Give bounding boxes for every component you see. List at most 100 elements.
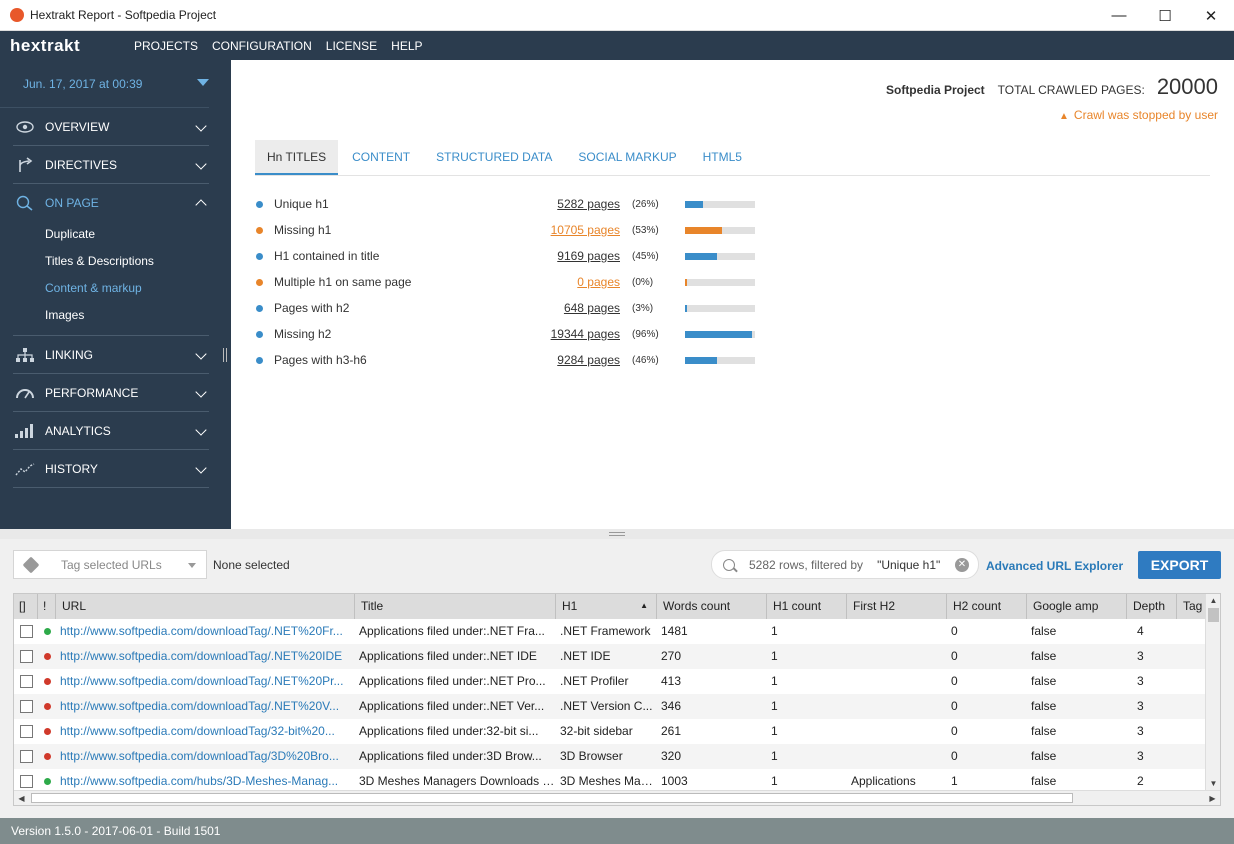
sidebar-item-images[interactable]: Images <box>45 308 85 322</box>
column-header[interactable]: H1 ▲ <box>556 594 657 619</box>
nav-history[interactable]: HISTORY <box>13 450 209 487</box>
column-header[interactable]: URL <box>56 594 355 619</box>
scroll-up-icon[interactable]: ▲ <box>1209 596 1218 605</box>
filter-search-box[interactable]: 5282 rows, filtered by "Unique h1" ✕ <box>711 550 979 579</box>
url-cell[interactable]: http://www.softpedia.com/downloadTag/.NE… <box>60 649 343 663</box>
column-header[interactable]: Title <box>355 594 556 619</box>
menu-license[interactable]: LICENSE <box>325 38 378 53</box>
menu-configuration[interactable]: CONFIGURATION <box>212 38 312 53</box>
first-h2-cell <box>847 744 947 769</box>
nav-linking[interactable]: LINKING <box>13 336 209 373</box>
row-checkbox[interactable] <box>19 725 33 738</box>
tag-select-dropdown[interactable]: Tag selected URLs <box>13 550 207 579</box>
nav-section-analytics: ANALYTICS <box>13 412 209 450</box>
table-row[interactable]: http://www.softpedia.com/downloadTag/.NE… <box>14 644 1206 669</box>
panel-resize-handle[interactable] <box>0 529 1234 539</box>
url-cell[interactable]: http://www.softpedia.com/downloadTag/.NE… <box>60 699 340 713</box>
sidebar-resize-handle[interactable] <box>223 348 227 362</box>
scroll-left-icon[interactable]: ◀ <box>18 794 25 803</box>
close-button[interactable]: ✕ <box>1204 7 1218 25</box>
sidebar-item-duplicate[interactable]: Duplicate <box>45 227 96 241</box>
main-panel: Softpedia Project TOTAL CRAWLED PAGES: 2… <box>231 60 1234 529</box>
nav-directives[interactable]: DIRECTIVES <box>13 146 209 183</box>
stat-pages-link[interactable]: 19344 pages <box>550 327 620 341</box>
scroll-down-icon[interactable]: ▼ <box>1209 779 1218 788</box>
sidebar-item-content-markup[interactable]: Content & markup <box>45 281 142 295</box>
url-cell[interactable]: http://www.softpedia.com/downloadTag/.NE… <box>60 674 344 688</box>
stat-pages-link[interactable]: 9284 pages <box>557 353 620 367</box>
nav-linking-label: LINKING <box>45 347 94 362</box>
column-header[interactable]: [] <box>14 594 38 619</box>
tab-content[interactable]: CONTENT <box>352 150 411 164</box>
table-row[interactable]: http://www.softpedia.com/downloadTag/.NE… <box>14 694 1206 719</box>
menu-help[interactable]: HELP <box>391 38 423 53</box>
tag-select-placeholder: Tag selected URLs <box>61 557 162 572</box>
nav-analytics[interactable]: ANALYTICS <box>13 412 209 449</box>
url-cell[interactable]: http://www.softpedia.com/downloadTag/.NE… <box>60 624 343 638</box>
stat-row: Multiple h1 on same page 0 pages (0%) <box>255 269 775 295</box>
stat-pages-link[interactable]: 10705 pages <box>550 223 620 237</box>
column-header[interactable]: ! <box>38 594 56 619</box>
column-header[interactable]: First H2 <box>847 594 947 619</box>
stat-name: Missing h2 <box>274 327 332 341</box>
stat-pages-link[interactable]: 5282 pages <box>557 197 620 211</box>
column-header[interactable]: Tag <box>1177 594 1206 619</box>
h1-count-cell: 1 <box>771 649 778 663</box>
h1-count-cell: 1 <box>771 624 778 638</box>
table-row[interactable]: http://www.softpedia.com/hubs/3D-Meshes-… <box>14 769 1206 794</box>
h2-count-cell: 0 <box>951 749 958 763</box>
status-dot <box>43 653 51 660</box>
tab-social-markup[interactable]: SOCIAL MARKUP <box>578 150 677 164</box>
minimize-button[interactable]: — <box>1111 7 1127 24</box>
sidebar-item-titles-descriptions[interactable]: Titles & Descriptions <box>45 254 154 268</box>
row-checkbox[interactable] <box>19 625 33 638</box>
h1-cell: .NET Profiler <box>560 674 629 688</box>
tag-cell <box>1177 619 1206 644</box>
tag-cell <box>1177 744 1206 769</box>
column-header[interactable]: Depth <box>1127 594 1177 619</box>
advanced-url-explorer-link[interactable]: Advanced URL Explorer <box>986 559 1124 573</box>
row-checkbox[interactable] <box>19 750 33 763</box>
tab-html5[interactable]: HTML5 <box>702 150 742 164</box>
window-title: Hextrakt Report - Softpedia Project <box>30 8 217 22</box>
row-checkbox[interactable] <box>19 650 33 663</box>
vertical-scrollbar[interactable]: ▲ ▼ <box>1205 594 1220 791</box>
stat-pages-link[interactable]: 0 pages <box>577 275 620 289</box>
clear-filter-icon[interactable]: ✕ <box>955 558 969 572</box>
nav-performance[interactable]: PERFORMANCE <box>13 374 209 411</box>
tab-hn-titles[interactable]: Hn TITLES <box>255 140 339 175</box>
vertical-scroll-thumb[interactable] <box>1208 608 1219 622</box>
row-checkbox[interactable] <box>19 700 33 713</box>
words-count-cell: 1481 <box>661 624 688 638</box>
column-header[interactable]: Words count <box>657 594 767 619</box>
url-cell[interactable]: http://www.softpedia.com/downloadTag/3D%… <box>60 749 339 763</box>
nav-on-page[interactable]: ON PAGE <box>13 184 209 221</box>
export-button[interactable]: EXPORT <box>1138 551 1221 579</box>
scroll-right-icon[interactable]: ▶ <box>1209 794 1216 803</box>
table-row[interactable]: http://www.softpedia.com/downloadTag/.NE… <box>14 619 1206 644</box>
horizontal-scroll-thumb[interactable] <box>31 793 1073 803</box>
column-header[interactable]: H2 count <box>947 594 1027 619</box>
stat-row: Pages with h2 648 pages (3%) <box>255 295 775 321</box>
row-status-cell <box>38 669 56 694</box>
row-checkbox[interactable] <box>19 675 33 688</box>
tab-structured-data[interactable]: STRUCTURED DATA <box>436 150 553 164</box>
nav-overview[interactable]: OVERVIEW <box>13 108 209 145</box>
table-row[interactable]: http://www.softpedia.com/downloadTag/.NE… <box>14 669 1206 694</box>
table-row[interactable]: http://www.softpedia.com/downloadTag/32-… <box>14 719 1206 744</box>
url-cell[interactable]: http://www.softpedia.com/downloadTag/32-… <box>60 724 335 738</box>
maximize-button[interactable]: ☐ <box>1158 7 1172 25</box>
column-header[interactable]: Google amp <box>1027 594 1127 619</box>
menu-projects[interactable]: PROJECTS <box>134 38 199 53</box>
crawl-date-selector[interactable]: Jun. 17, 2017 at 00:39 <box>0 60 209 108</box>
row-checkbox[interactable] <box>19 775 33 788</box>
h2-count-cell: 0 <box>951 724 958 738</box>
horizontal-scrollbar[interactable]: ◀ ▶ <box>14 790 1220 805</box>
stat-pages-link[interactable]: 9169 pages <box>557 249 620 263</box>
stat-pages-link[interactable]: 648 pages <box>563 301 620 315</box>
table-row[interactable]: http://www.softpedia.com/downloadTag/3D%… <box>14 744 1206 769</box>
h1-cell: 32-bit sidebar <box>560 724 633 738</box>
sitemap-icon <box>15 347 35 362</box>
stat-bar-fill <box>685 252 717 260</box>
column-header[interactable]: H1 count <box>767 594 847 619</box>
